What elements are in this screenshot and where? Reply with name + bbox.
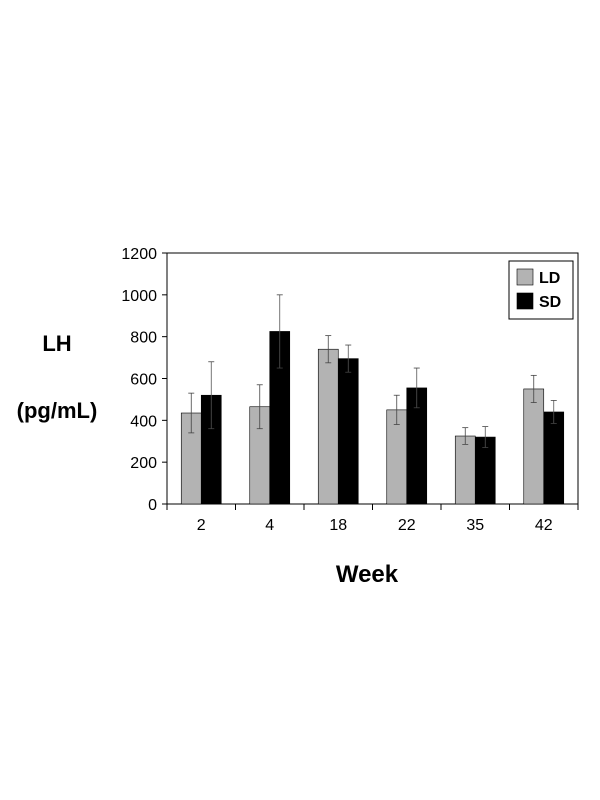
y-tick-label: 0 (148, 497, 157, 514)
x-tick-label: 4 (265, 517, 274, 534)
y-tick-label: 1200 (121, 246, 157, 263)
x-tick-label: 42 (535, 517, 553, 534)
legend-label-ld: LD (539, 270, 560, 287)
plot-area: 0 200 400 600 800 1000 1200 2 4 18 22 35 42 LD SD (121, 246, 579, 534)
bar-ld-18 (317, 348, 339, 505)
x-tick-label: 22 (398, 517, 416, 534)
y-tick-label: 600 (130, 372, 157, 389)
y-tick-label: 800 (130, 330, 157, 347)
y-tick-label: 400 (130, 413, 157, 430)
bar-ld-35 (454, 435, 476, 505)
legend-swatch-ld (516, 268, 534, 286)
x-tick-label: 2 (197, 517, 206, 534)
x-tick-label: 35 (466, 517, 484, 534)
y-axis-title-line1: LH (42, 331, 71, 356)
x-axis-title: Week (336, 561, 399, 588)
bar-sd-18 (337, 358, 359, 505)
y-tick-label: 200 (130, 455, 157, 472)
bar-ld-42 (523, 388, 545, 505)
bar-sd-42 (543, 411, 565, 505)
y-axis-title-line2: (pg/mL) (17, 398, 98, 423)
x-tick-label: 18 (329, 517, 347, 534)
legend-swatch-sd (516, 292, 534, 310)
legend-label-sd: SD (539, 294, 561, 311)
y-tick-label: 1000 (121, 288, 157, 305)
